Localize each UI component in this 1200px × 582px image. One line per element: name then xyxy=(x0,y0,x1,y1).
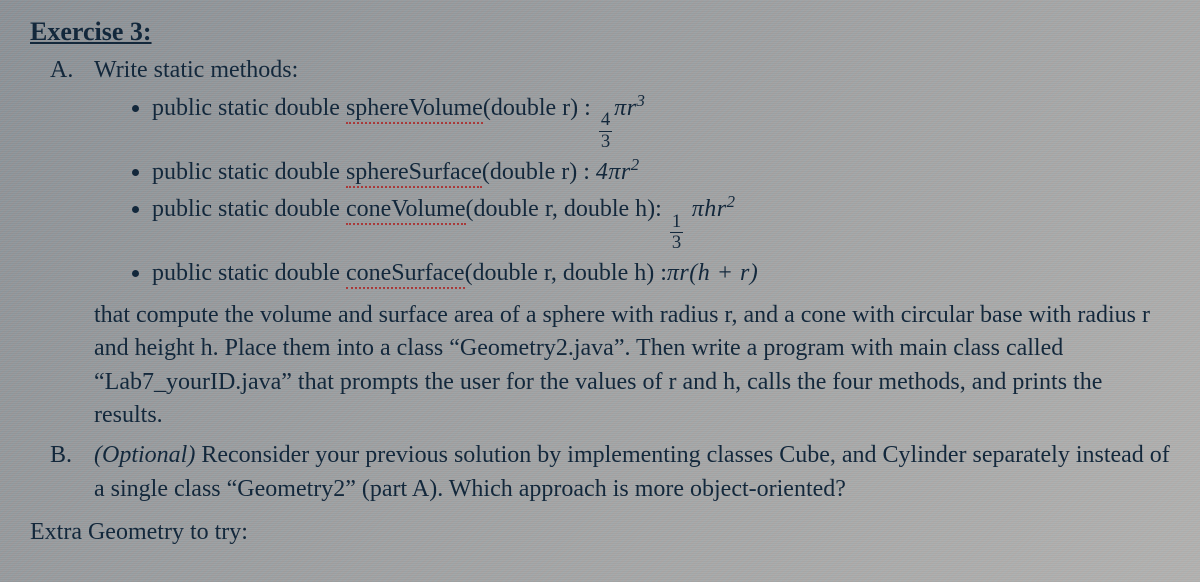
math-exp: 2 xyxy=(727,192,736,211)
method-params: (double r, double h) xyxy=(466,196,656,222)
extra-section-title: Extra Geometry to try: xyxy=(30,516,1170,550)
fraction-icon: 13 xyxy=(670,213,683,253)
method-cone-surface: public static double coneSurface(double … xyxy=(152,257,1170,291)
math-exp: 2 xyxy=(631,154,640,173)
math-exp: 3 xyxy=(637,91,646,110)
method-name: sphereVolume xyxy=(346,95,483,124)
page: Exercise 3: A. Write static methods: pub… xyxy=(0,0,1200,550)
methods-list: public static double sphereVolume(double… xyxy=(94,92,1170,291)
math-expr: πr xyxy=(614,95,636,121)
method-name: sphereSurface xyxy=(346,159,482,188)
method-name: coneSurface xyxy=(346,260,465,289)
fraction-den: 3 xyxy=(599,131,612,152)
part-a: A. Write static methods: public static d… xyxy=(30,54,1170,437)
method-prefix: public static double xyxy=(152,260,346,286)
part-a-paragraph: that compute the volume and surface area… xyxy=(94,299,1170,433)
method-params: (double r) xyxy=(483,95,578,121)
part-b-optional: (Optional) xyxy=(94,442,195,468)
fraction-den: 3 xyxy=(670,232,683,253)
method-sep: : xyxy=(654,260,667,286)
method-sphere-volume: public static double sphereVolume(double… xyxy=(152,92,1170,152)
method-sphere-surface: public static double sphereSurface(doubl… xyxy=(152,156,1170,190)
method-params: (double r) xyxy=(482,159,577,185)
fraction-icon: 43 xyxy=(599,111,612,151)
method-prefix: public static double xyxy=(152,196,346,222)
math-expr: 4πr xyxy=(596,159,631,185)
method-sep: : xyxy=(578,95,597,121)
fraction-num: 4 xyxy=(599,111,612,131)
part-a-body: Write static methods: public static doub… xyxy=(94,54,1170,437)
part-a-lead: Write static methods: xyxy=(94,57,298,83)
part-b-text: Reconsider your previous solution by imp… xyxy=(94,442,1170,502)
fraction-num: 1 xyxy=(670,213,683,233)
part-b-body: (Optional) Reconsider your previous solu… xyxy=(94,439,1170,506)
method-prefix: public static double xyxy=(152,95,346,121)
method-cone-volume: public static double coneVolume(double r… xyxy=(152,193,1170,253)
method-prefix: public static double xyxy=(152,159,346,185)
exercise-title: Exercise 3: xyxy=(30,14,1170,50)
part-a-letter: A. xyxy=(30,54,94,437)
math-expr: πhr xyxy=(685,196,726,222)
method-params: (double r, double h) xyxy=(465,260,655,286)
method-name: coneVolume xyxy=(346,196,466,225)
method-sep: : xyxy=(655,196,668,222)
math-expr: πr(h + r) xyxy=(667,260,758,286)
part-b: B. (Optional) Reconsider your previous s… xyxy=(30,439,1170,506)
part-b-letter: B. xyxy=(30,439,94,506)
method-sep: : xyxy=(577,159,596,185)
